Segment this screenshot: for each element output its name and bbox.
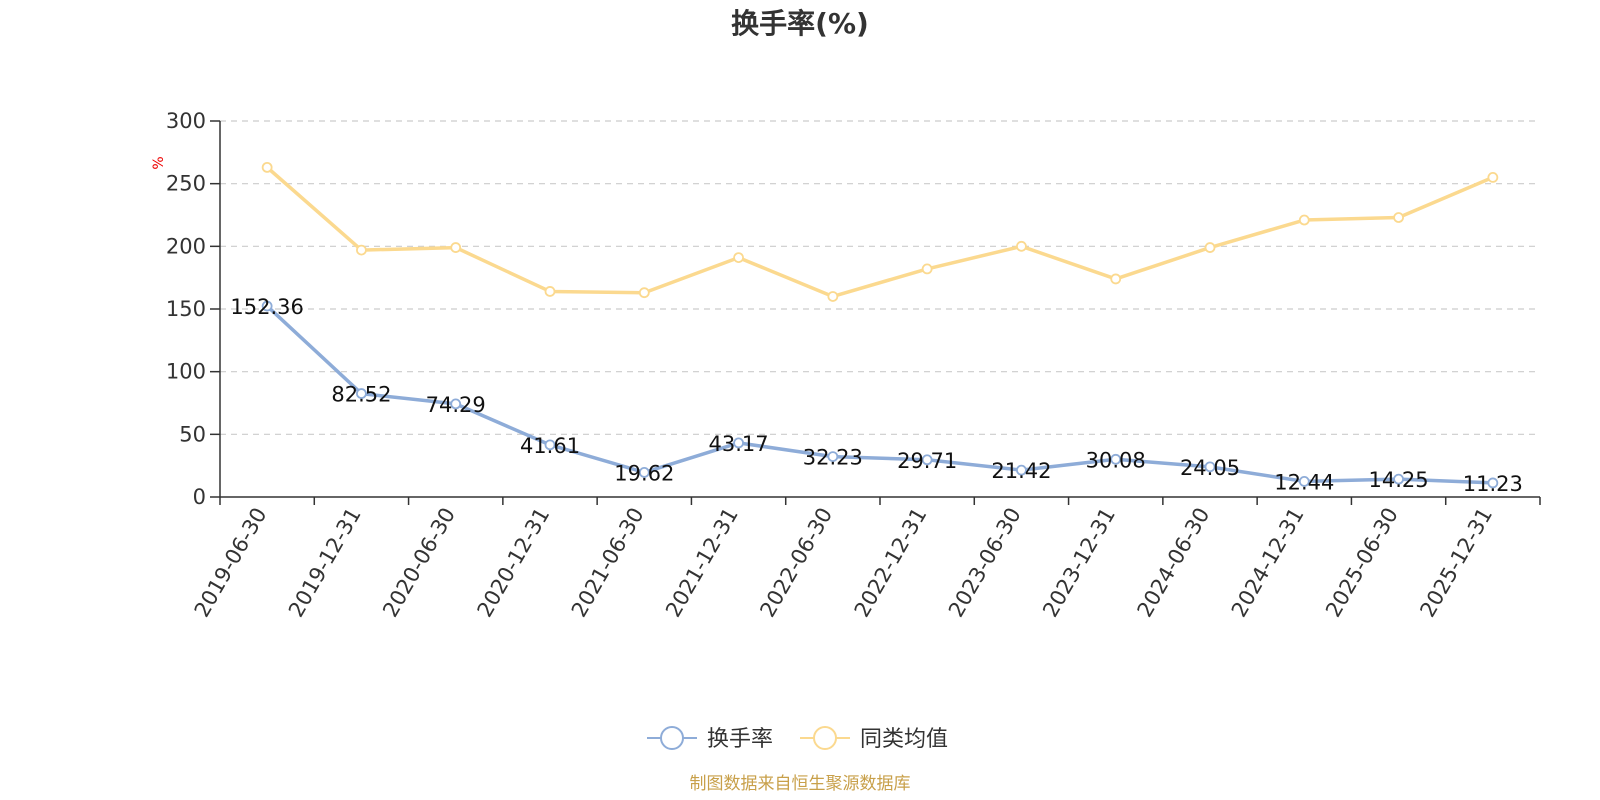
y-tick-label: 100 bbox=[166, 360, 206, 384]
data-label: 24.05 bbox=[1180, 456, 1240, 480]
legend-item-turnover[interactable]: 换手率 bbox=[647, 726, 773, 752]
y-tick-label: 150 bbox=[166, 297, 206, 321]
x-tick-label: 2022-12-31 bbox=[850, 503, 932, 621]
data-label: 152.36 bbox=[230, 295, 303, 319]
legend-item-peer-average[interactable]: 同类均值 bbox=[800, 726, 948, 752]
data-point-peer-average[interactable] bbox=[1487, 171, 1499, 183]
data-label: 19.62 bbox=[614, 461, 674, 485]
data-point-turnover[interactable] bbox=[1016, 464, 1027, 476]
data-label: 74.29 bbox=[426, 393, 486, 417]
grid-lines bbox=[220, 120, 1540, 435]
data-point-turnover[interactable] bbox=[1298, 476, 1310, 487]
y-tick-label: 50 bbox=[179, 422, 206, 446]
data-point-turnover[interactable] bbox=[827, 451, 839, 463]
data-point-peer-average[interactable] bbox=[544, 286, 556, 297]
x-tick-label: 2023-12-31 bbox=[1038, 504, 1120, 622]
legend-label-peer-average: 同类均值 bbox=[860, 727, 948, 752]
data-point-turnover[interactable] bbox=[638, 467, 650, 478]
x-tick-label: 2021-12-31 bbox=[661, 504, 743, 622]
data-point-peer-average[interactable] bbox=[638, 287, 650, 299]
data-point-peer-average[interactable] bbox=[1016, 240, 1027, 252]
series bbox=[261, 161, 1499, 489]
data-point-turnover[interactable] bbox=[1393, 473, 1404, 485]
y-tick-label: 300 bbox=[166, 109, 206, 133]
x-tick-label: 2021-06-30 bbox=[567, 504, 649, 622]
legend-marker-peer-average bbox=[813, 726, 837, 750]
source-note: 制图数据来自恒生聚源数据库 bbox=[690, 774, 911, 794]
legend-label-turnover: 换手率 bbox=[707, 727, 773, 752]
data-label: 82.52 bbox=[331, 383, 391, 407]
x-tick-label: 2023-06-30 bbox=[944, 504, 1026, 622]
series-line-peer-average bbox=[265, 166, 1494, 299]
y-tick-label: 0 bbox=[193, 485, 206, 509]
data-point-turnover[interactable] bbox=[921, 454, 933, 466]
data-point-peer-average[interactable] bbox=[356, 244, 367, 256]
data-point-peer-average[interactable] bbox=[261, 161, 273, 173]
data-point-peer-average[interactable] bbox=[827, 291, 839, 302]
data-point-turnover[interactable] bbox=[1487, 477, 1499, 489]
data-point-peer-average[interactable] bbox=[450, 242, 462, 253]
series-line-turnover bbox=[265, 304, 1493, 485]
data-label: 43.17 bbox=[709, 432, 769, 456]
x-tick-label: 2025-12-31 bbox=[1415, 504, 1497, 622]
y-tick-label: 250 bbox=[166, 172, 206, 196]
data-label: 30.08 bbox=[1086, 448, 1146, 472]
data-label: 29.71 bbox=[897, 449, 957, 473]
data-label: 14.25 bbox=[1369, 468, 1429, 492]
x-tick-label: 2019-12-31 bbox=[284, 504, 366, 622]
data-label: 32.23 bbox=[803, 446, 863, 470]
data-point-turnover[interactable] bbox=[1110, 453, 1122, 465]
data-point-turnover[interactable] bbox=[733, 437, 744, 449]
data-point-peer-average[interactable] bbox=[1204, 242, 1216, 253]
x-tick-label: 2024-12-31 bbox=[1227, 504, 1309, 622]
data-label: 21.42 bbox=[991, 459, 1051, 483]
x-tick-label: 2024-06-30 bbox=[1133, 504, 1215, 622]
y-axis-unit: % bbox=[151, 156, 167, 169]
data-label: 11.23 bbox=[1463, 472, 1523, 496]
legend-marker-turnover bbox=[660, 726, 684, 750]
y-tick-label: 200 bbox=[166, 234, 206, 258]
chart-title: 换手率(%) bbox=[731, 7, 869, 40]
data-point-peer-average[interactable] bbox=[1393, 212, 1404, 223]
x-tick-label: 2020-12-31 bbox=[473, 504, 555, 622]
data-point-peer-average[interactable] bbox=[921, 263, 933, 275]
data-point-peer-average[interactable] bbox=[1110, 273, 1122, 285]
data-point-turnover[interactable] bbox=[261, 300, 273, 312]
data-point-turnover[interactable] bbox=[356, 388, 367, 399]
data-point-peer-average[interactable] bbox=[733, 252, 744, 264]
x-tick-label: 2020-06-30 bbox=[378, 504, 460, 622]
data-point-turnover[interactable] bbox=[1204, 461, 1216, 473]
x-tick-label: 2019-06-30 bbox=[190, 504, 272, 622]
legend[interactable]: 换手率 同类均值 bbox=[647, 726, 948, 752]
x-tick-label: 2025-06-30 bbox=[1321, 504, 1403, 622]
x-tick-label: 2022-06-30 bbox=[755, 504, 837, 622]
data-point-turnover[interactable] bbox=[544, 439, 556, 451]
data-point-peer-average[interactable] bbox=[1298, 214, 1310, 226]
data-label: 41.61 bbox=[520, 434, 580, 458]
data-labels: 152.36 82.52 74.29 41.61 19.62 43.17 32.23 29.7… bbox=[230, 295, 1523, 496]
data-point-turnover[interactable] bbox=[450, 398, 462, 410]
data-label: 12.44 bbox=[1274, 470, 1334, 494]
